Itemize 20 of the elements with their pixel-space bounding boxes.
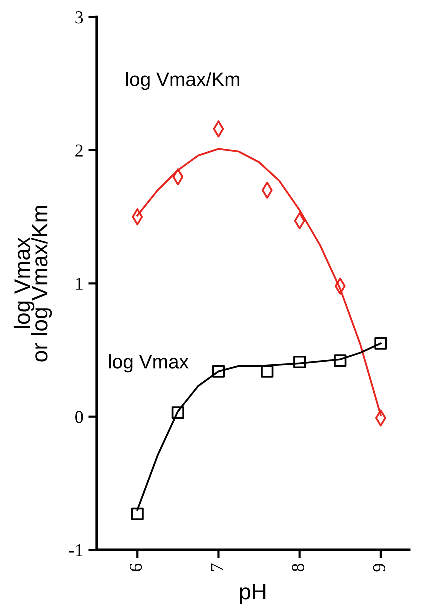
point (334, 354, 347, 368)
y-tick-label: 2 (76, 144, 83, 157)
point (131, 508, 144, 520)
point (294, 356, 306, 369)
y-axis-title: log Vmax or log Vmax/Km (14, 206, 52, 362)
x-axis-title: pH (240, 584, 266, 604)
x-tick-label: 6 (130, 564, 142, 572)
series-label: log Vmax (109, 354, 189, 373)
point (212, 365, 226, 378)
point (261, 365, 274, 378)
point (172, 406, 184, 420)
y-tick-label: 1 (76, 278, 83, 290)
y-tick-label: -1 (69, 544, 83, 556)
x-tick-label: 9 (373, 564, 386, 572)
series-label: log Vmax/Km (126, 72, 240, 90)
x-tick-label: 8 (292, 564, 304, 572)
x-tick-label: 7 (211, 564, 224, 572)
y-tick-label: 0 (76, 411, 84, 424)
point (374, 337, 388, 350)
y-tick-label: 3 (76, 12, 84, 24)
